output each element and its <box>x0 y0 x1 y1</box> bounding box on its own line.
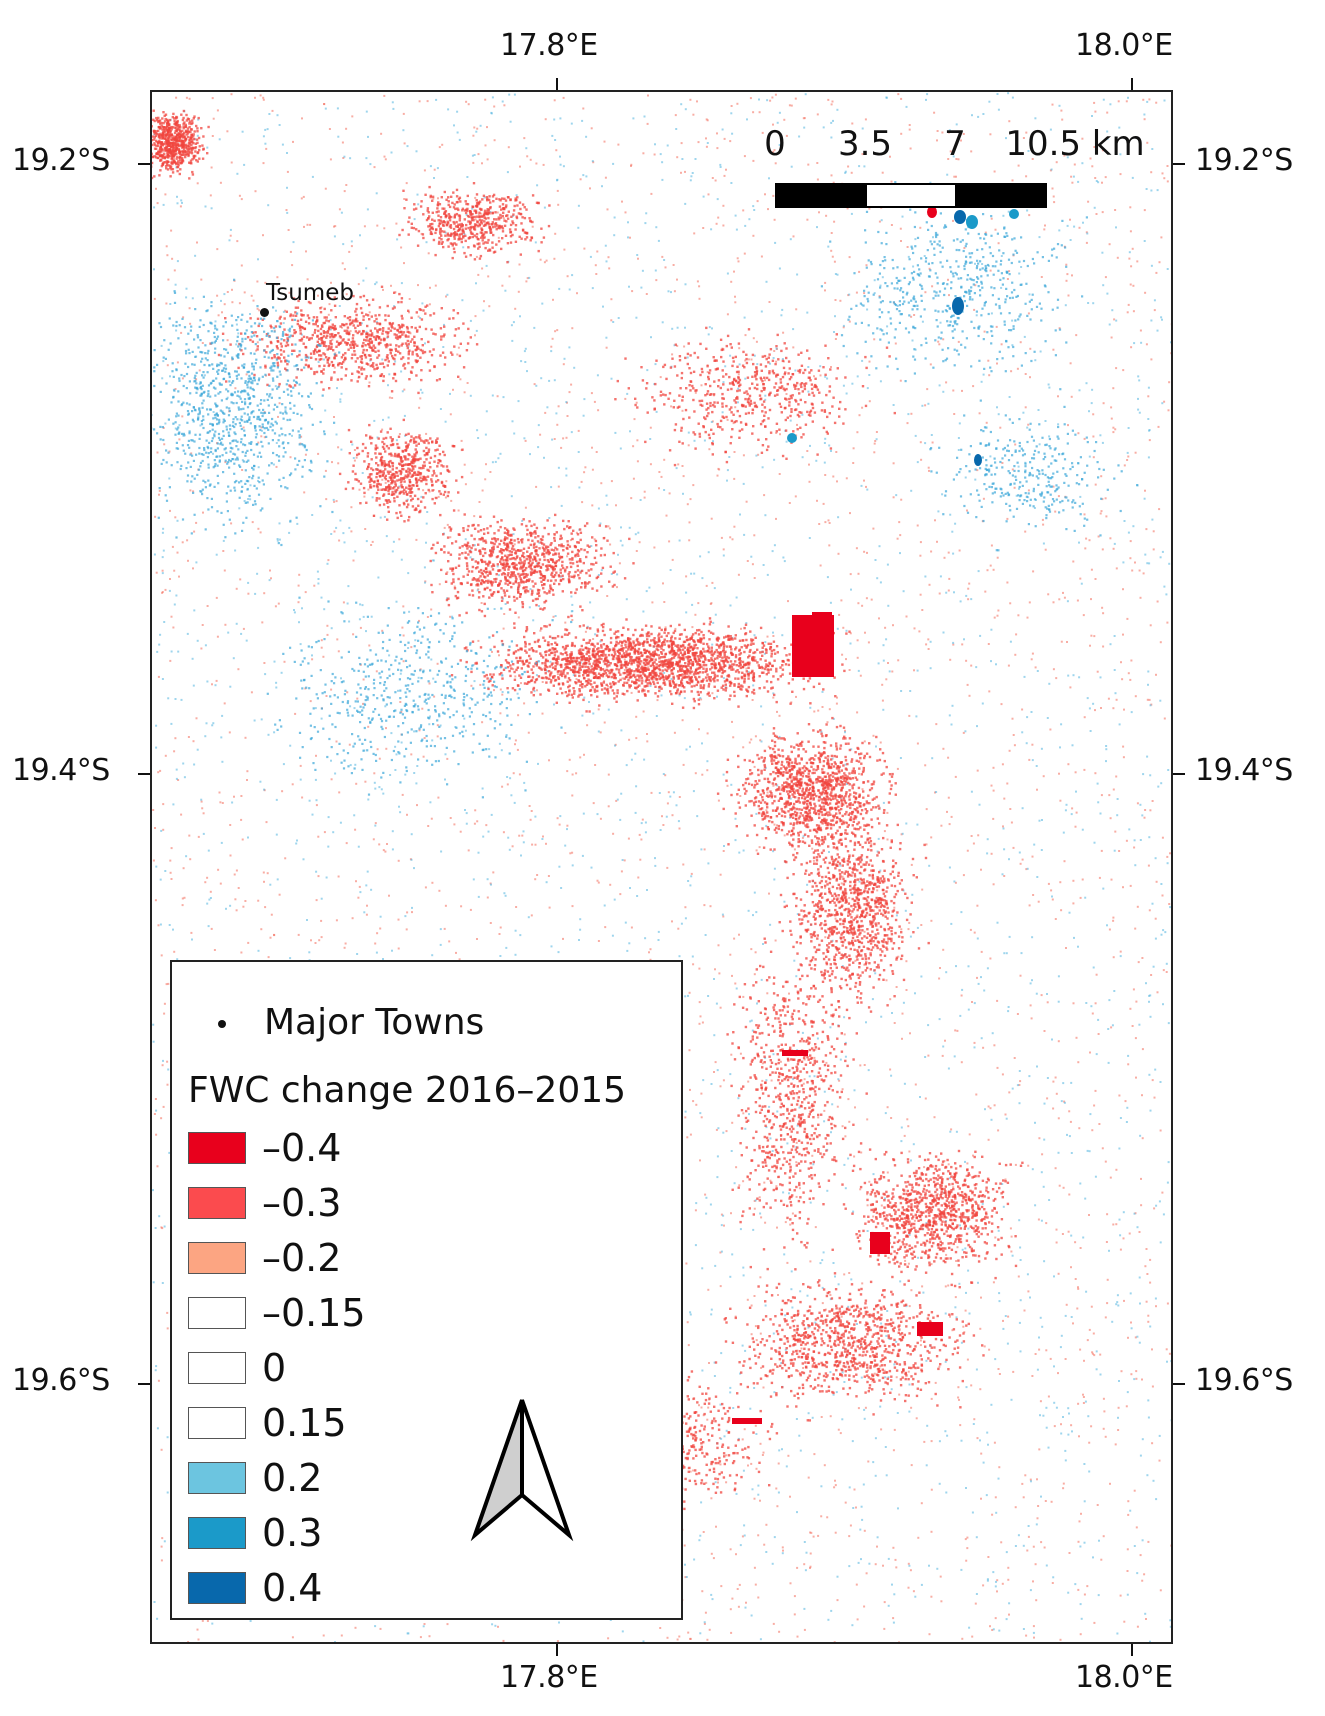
legend-item-label: 0.2 <box>262 1456 323 1500</box>
scale-label-3-5: 3.5 <box>837 124 893 164</box>
legend-item: 0.4 <box>188 1566 322 1610</box>
y-tick-left-19-4: 19.4°S <box>12 753 110 788</box>
legend-item-label: 0.4 <box>262 1566 323 1610</box>
tick-mark <box>138 773 150 775</box>
tick-mark <box>1173 1383 1185 1385</box>
legend-item: 0.3 <box>188 1511 322 1555</box>
x-tick-bottom-17-8: 17.8°E <box>500 1660 598 1695</box>
scale-bar-segment <box>955 183 1047 208</box>
legend-point-label: Major Towns <box>264 1002 485 1043</box>
legend-item: –0.15 <box>188 1291 366 1335</box>
y-tick-right-19-6: 19.6°S <box>1195 1363 1293 1398</box>
y-tick-right-19-2: 19.2°S <box>1195 143 1293 178</box>
tick-mark <box>1131 1644 1133 1656</box>
north-arrow-icon <box>470 1399 574 1542</box>
scale-bar-segment <box>865 183 957 208</box>
legend-title: FWC change 2016–2015 <box>188 1070 627 1111</box>
scale-label-10-5-km: 10.5 km <box>1005 124 1145 164</box>
scale-bar-segment <box>775 183 867 208</box>
legend-item: 0.15 <box>188 1401 347 1445</box>
legend-item: –0.4 <box>188 1126 341 1170</box>
legend-item: 0 <box>188 1346 286 1390</box>
legend-item-label: –0.3 <box>262 1181 342 1225</box>
scale-label-0: 0 <box>764 124 786 164</box>
y-tick-right-19-4: 19.4°S <box>1195 753 1293 788</box>
legend-swatch <box>188 1187 246 1219</box>
legend-item-label: –0.15 <box>262 1291 366 1335</box>
legend-item-label: –0.4 <box>262 1126 342 1170</box>
legend-town-dot <box>218 1020 226 1028</box>
x-tick-top-18-0: 18.0°E <box>1075 28 1173 63</box>
legend-item: 0.2 <box>188 1456 322 1500</box>
x-tick-bottom-18-0: 18.0°E <box>1075 1660 1173 1695</box>
legend-swatch <box>188 1242 246 1274</box>
tick-mark <box>556 78 558 90</box>
legend-item: –0.3 <box>188 1181 341 1225</box>
scale-label-7: 7 <box>944 124 966 164</box>
tick-mark <box>1173 773 1185 775</box>
legend-swatch <box>188 1352 246 1384</box>
tick-mark <box>556 1644 558 1656</box>
tick-mark <box>1173 163 1185 165</box>
legend-swatch <box>188 1132 246 1164</box>
legend-swatch <box>188 1517 246 1549</box>
legend: Major Towns FWC change 2016–2015 –0.4 –0… <box>170 960 683 1620</box>
y-tick-left-19-2: 19.2°S <box>12 143 110 178</box>
tick-mark <box>138 163 150 165</box>
legend-swatch <box>188 1297 246 1329</box>
legend-item: –0.2 <box>188 1236 341 1280</box>
legend-item-label: 0 <box>262 1346 287 1390</box>
tick-mark <box>1131 78 1133 90</box>
legend-item-label: 0.3 <box>262 1511 323 1555</box>
legend-swatch <box>188 1572 246 1604</box>
legend-swatch <box>188 1462 246 1494</box>
legend-item-label: –0.2 <box>262 1236 342 1280</box>
x-tick-top-17-8: 17.8°E <box>500 28 598 63</box>
legend-item-label: 0.15 <box>262 1401 347 1445</box>
fwc-change-raster <box>152 92 1171 1642</box>
town-label-tsumeb: Tsumeb <box>266 280 354 306</box>
legend-swatch <box>188 1407 246 1439</box>
y-tick-left-19-6: 19.6°S <box>12 1363 110 1398</box>
town-marker <box>260 308 269 317</box>
tick-mark <box>138 1383 150 1385</box>
